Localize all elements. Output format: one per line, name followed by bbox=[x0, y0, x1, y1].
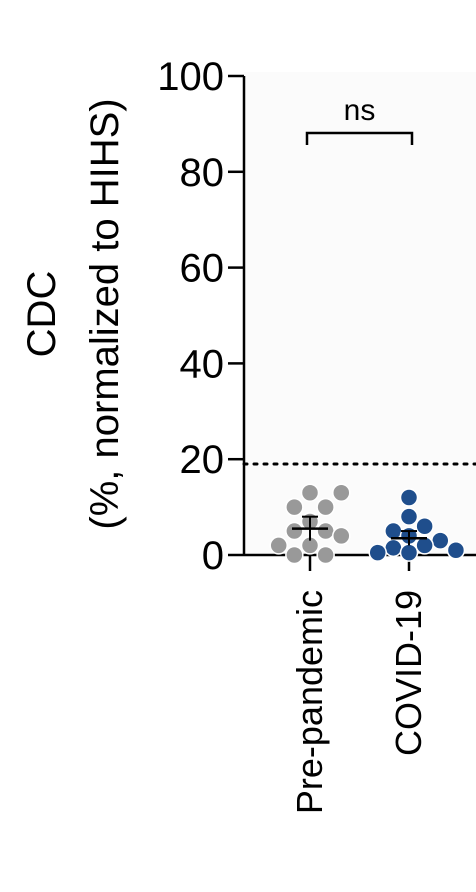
data-point bbox=[368, 543, 387, 562]
data-point bbox=[285, 521, 304, 541]
y-axis-title-line-2: (%, normalized to HIHS) bbox=[83, 98, 127, 529]
data-point bbox=[285, 545, 304, 565]
plot-background bbox=[244, 72, 476, 556]
data-point bbox=[384, 538, 403, 558]
data-point bbox=[415, 536, 434, 555]
y-axis: 0 20 40 60 80 100 bbox=[157, 55, 246, 578]
x-axis: Pre-pandemic COVID-19 bbox=[244, 553, 476, 814]
data-point bbox=[316, 497, 335, 517]
y-tick-label: 0 bbox=[202, 534, 224, 578]
data-point bbox=[415, 517, 434, 536]
y-tick-label: 20 bbox=[180, 438, 225, 482]
data-point bbox=[431, 531, 450, 550]
y-tick-label: 60 bbox=[180, 247, 225, 291]
y-axis-title-line-1: CDC bbox=[20, 271, 64, 358]
data-point bbox=[446, 540, 466, 560]
data-point bbox=[316, 521, 335, 541]
data-point bbox=[399, 507, 419, 526]
significance-annotation: ns bbox=[305, 94, 414, 145]
data-point bbox=[399, 543, 419, 562]
data-point bbox=[316, 545, 335, 565]
data-point bbox=[332, 526, 351, 546]
y-tick-label: 80 bbox=[180, 151, 225, 195]
y-tick-label: 100 bbox=[157, 55, 224, 99]
data-point bbox=[332, 483, 351, 502]
x-tick-label: Pre-pandemic bbox=[289, 590, 330, 814]
x-tick-label: COVID-19 bbox=[388, 590, 429, 756]
data-point bbox=[269, 536, 288, 555]
data-point bbox=[285, 497, 304, 517]
significance-bracket bbox=[305, 131, 414, 145]
data-point bbox=[399, 488, 419, 507]
significance-label: ns bbox=[344, 94, 376, 127]
y-axis-title: CDC (%, normalized to HIHS) bbox=[20, 98, 127, 529]
data-point bbox=[300, 483, 320, 502]
y-tick-label: 40 bbox=[180, 342, 225, 386]
data-points bbox=[269, 483, 466, 565]
